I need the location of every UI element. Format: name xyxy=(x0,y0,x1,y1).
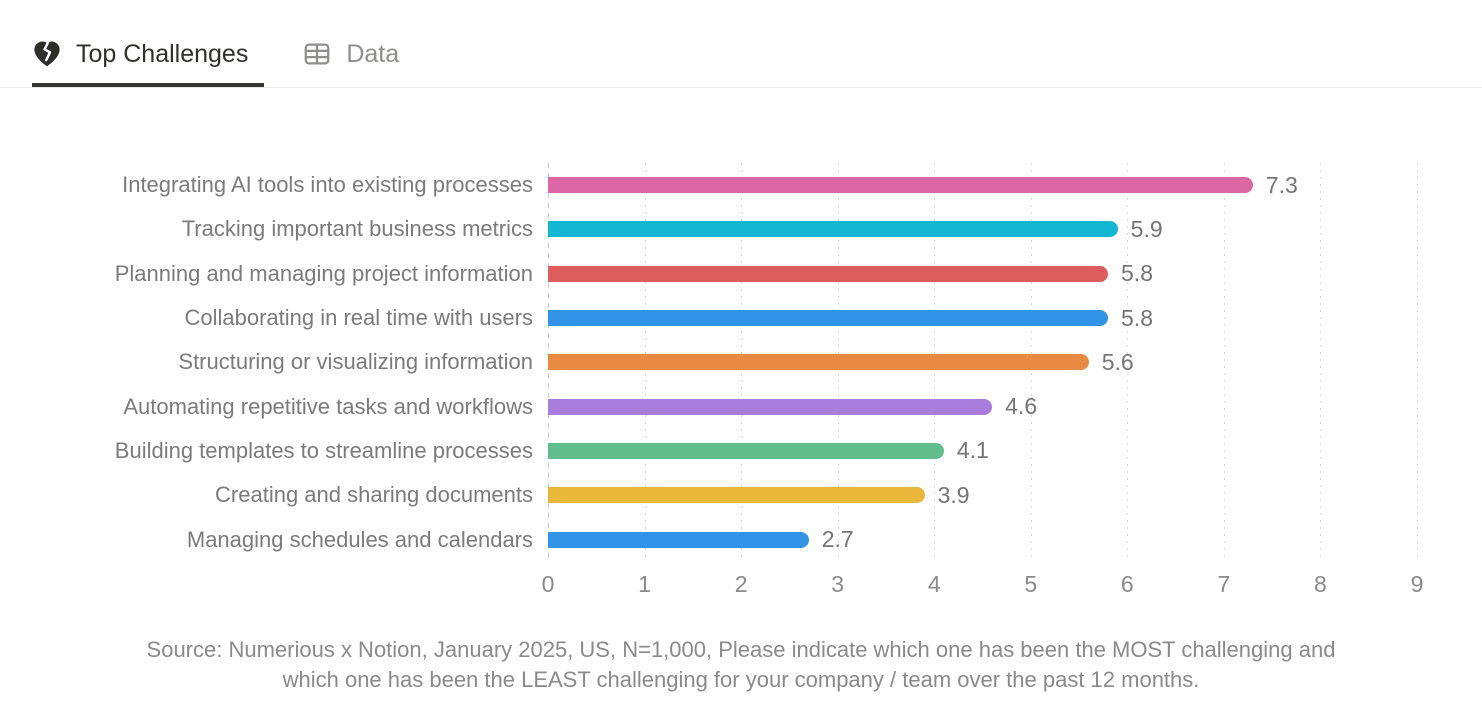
value-label: 4.1 xyxy=(956,437,989,464)
value-label: 5.8 xyxy=(1121,260,1153,287)
chart-row: Planning and managing project informatio… xyxy=(0,252,1482,296)
x-tick-label: 6 xyxy=(1120,571,1134,597)
x-tick-label: 2 xyxy=(734,571,748,597)
bar[interactable] xyxy=(548,265,1109,282)
bar[interactable] xyxy=(548,177,1253,194)
tab-label: Data xyxy=(346,39,400,68)
bar[interactable] xyxy=(548,221,1118,238)
chart-row: Managing schedules and calendars 2.7 xyxy=(0,517,1482,561)
x-tick-label: 9 xyxy=(1410,571,1424,597)
bar-track: 5.8 xyxy=(548,296,1417,340)
tab-data[interactable]: Data xyxy=(302,33,415,87)
broken-heart-icon xyxy=(32,39,62,69)
bar-chart: Integrating AI tools into existing proce… xyxy=(0,163,1482,600)
x-tick-label: 1 xyxy=(638,571,651,597)
category-label: Structuring or visualizing information xyxy=(178,349,533,375)
value-label: 7.3 xyxy=(1265,171,1298,198)
bar[interactable] xyxy=(548,442,944,459)
x-tick-label: 8 xyxy=(1314,571,1327,597)
bar-track: 4.1 xyxy=(548,429,1417,473)
chart-row: Tracking important business metrics 5.9 xyxy=(0,207,1482,251)
tab-bar: Top Challenges Data xyxy=(0,0,1482,88)
chart-row: Structuring or visualizing information 5.… xyxy=(0,340,1482,384)
bar-track: 5.9 xyxy=(548,207,1417,251)
bar[interactable] xyxy=(548,398,993,415)
value-label: 3.9 xyxy=(937,481,970,508)
x-tick-label: 0 xyxy=(541,571,555,597)
bar-track: 7.3 xyxy=(548,163,1417,207)
table-icon xyxy=(302,39,332,69)
source-note-line1: Source: Numerious x Notion, January 2025… xyxy=(146,637,1336,662)
value-label: 5.9 xyxy=(1130,215,1163,242)
chart-row: Building templates to streamline process… xyxy=(0,429,1482,473)
category-label: Collaborating in real time with users xyxy=(184,305,534,331)
category-label: Tracking important business metrics xyxy=(181,216,533,242)
bar-track: 4.6 xyxy=(548,384,1417,428)
category-label: Managing schedules and calendars xyxy=(186,526,533,552)
bar[interactable] xyxy=(548,487,925,504)
chart-rows: Integrating AI tools into existing proce… xyxy=(0,163,1482,562)
bar[interactable] xyxy=(548,531,809,548)
x-tick-label: 4 xyxy=(927,571,941,597)
bar[interactable] xyxy=(548,310,1109,327)
tab-top-challenges[interactable]: Top Challenges xyxy=(32,33,264,87)
value-label: 5.6 xyxy=(1101,348,1134,375)
chart-row: Collaborating in real time with users 5.8 xyxy=(0,296,1482,340)
x-tick-label: 3 xyxy=(831,571,845,597)
value-label: 2.7 xyxy=(821,526,854,553)
source-note-line2: which one has been the LEAST challenging… xyxy=(282,667,1200,692)
value-label: 5.8 xyxy=(1121,304,1153,331)
x-axis: 0 1 2 3 4 5 6 7 8 9 xyxy=(542,571,1424,601)
x-tick-label: 5 xyxy=(1024,571,1038,597)
category-label: Planning and managing project informatio… xyxy=(114,260,533,286)
bar-track: 5.8 xyxy=(548,252,1417,296)
category-label: Creating and sharing documents xyxy=(215,482,533,508)
source-note: Source: Numerious x Notion, January 2025… xyxy=(0,635,1482,695)
bar-track: 3.9 xyxy=(548,473,1417,517)
value-label: 4.6 xyxy=(1005,393,1038,420)
category-label: Automating repetitive tasks and workflow… xyxy=(123,393,533,419)
category-label: Building templates to streamline process… xyxy=(114,437,533,463)
bar-track: 5.6 xyxy=(548,340,1417,384)
bar-track: 2.7 xyxy=(548,517,1417,561)
chart-row: Integrating AI tools into existing proce… xyxy=(0,163,1482,207)
x-tick-label: 7 xyxy=(1217,571,1231,597)
chart-row: Creating and sharing documents 3.9 xyxy=(0,473,1482,517)
tab-label: Top Challenges xyxy=(76,39,249,68)
bar[interactable] xyxy=(548,354,1089,371)
category-label: Integrating AI tools into existing proce… xyxy=(122,172,533,198)
chart-row: Automating repetitive tasks and workflow… xyxy=(0,384,1482,428)
